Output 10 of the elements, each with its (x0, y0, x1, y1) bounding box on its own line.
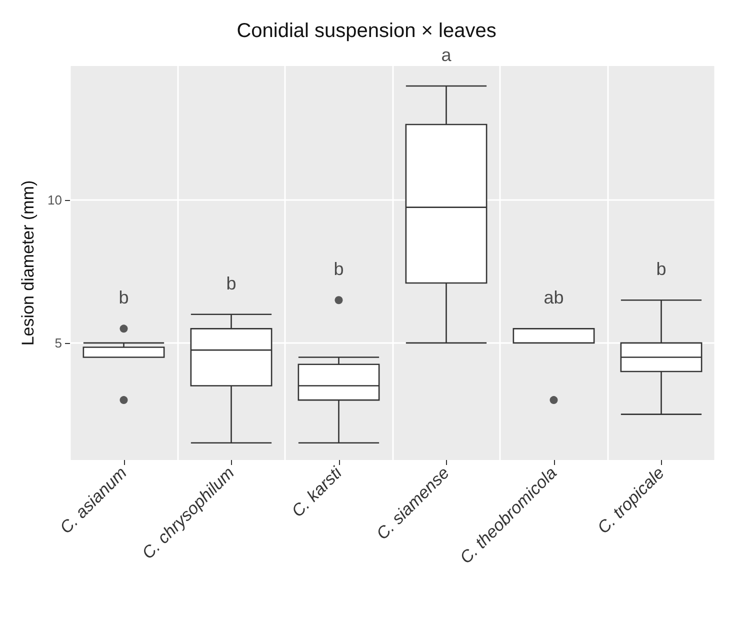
annotation: ab (544, 288, 564, 308)
annotation: b (656, 259, 666, 280)
text: a (441, 44, 452, 65)
annotation: b (226, 273, 236, 294)
y-tick-label: 10 (48, 192, 62, 208)
annotation: b (334, 259, 344, 280)
chart-title: Conidial suspension × leaves (236, 20, 496, 42)
y-tick-label: 5 (54, 335, 62, 350)
annotation: b (118, 288, 129, 308)
y-axis-title: Lesion diameter (mm) (18, 180, 38, 346)
